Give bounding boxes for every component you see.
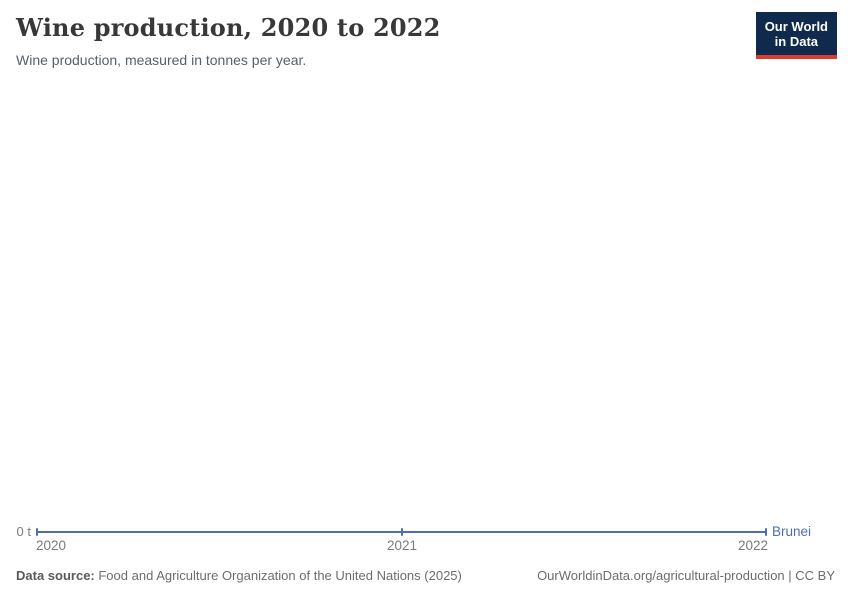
data-point-2020[interactable]	[36, 528, 38, 536]
page-title: Wine production, 2020 to 2022	[16, 13, 441, 42]
x-tick-2020: 2020	[36, 538, 67, 553]
owid-logo[interactable]: Our World in Data	[755, 12, 837, 59]
owid-url-link[interactable]: OurWorldinData.org/agricultural-producti…	[537, 568, 835, 583]
chart-subtitle: Wine production, measured in tonnes per …	[16, 52, 307, 68]
y-axis-zero-label: 0 t	[16, 524, 31, 539]
owid-logo-line1: Our World	[764, 19, 828, 34]
data-source-label: Data source:	[16, 568, 95, 583]
data-point-2022[interactable]	[765, 528, 767, 536]
series-label-brunei[interactable]: Brunei	[772, 524, 812, 539]
x-tick-2021: 2021	[386, 538, 418, 553]
data-source-text: Food and Agriculture Organization of the…	[94, 568, 462, 583]
data-source-note: Data source: Food and Agriculture Organi…	[16, 568, 462, 583]
owid-logo-line2: in Data	[774, 34, 819, 50]
x-tick-2022: 2022	[737, 538, 768, 553]
data-point-2021[interactable]	[401, 528, 403, 536]
